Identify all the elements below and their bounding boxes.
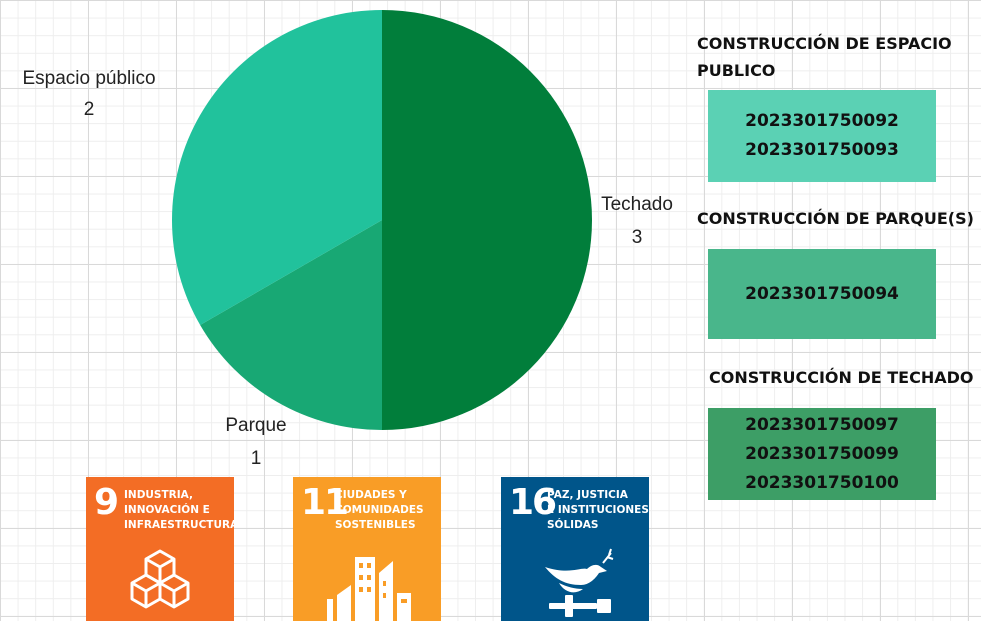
sdg-number: 11 xyxy=(301,482,349,523)
pie-slice-parque xyxy=(200,220,382,430)
sdg-number: 16 xyxy=(509,482,557,523)
project-code: 2023301750099 xyxy=(745,443,899,464)
sdg-number: 9 xyxy=(94,482,119,523)
project-code: 2023301750094 xyxy=(745,283,899,304)
sdg-tile-11: 11 CIUDADES Y COMUNIDADES SOSTENIBLES xyxy=(293,477,441,621)
sdg-tile-16: 16 PAZ, JUSTICIA E INSTITUCIONES SÓLIDAS xyxy=(501,477,649,621)
project-code: 2023301750097 xyxy=(745,414,899,435)
sdg-title: INDUSTRIA, INNOVACIÓN E INFRAESTRUCTURA xyxy=(124,489,234,531)
group-title-espacio-publico: CONSTRUCCIÓN DE ESPACIO PUBLICO xyxy=(697,34,952,80)
pie-slice-espacio-p-blico xyxy=(172,10,382,325)
slice-label: Parque xyxy=(225,415,286,436)
group-title-parque: CONSTRUCCIÓN DE PARQUE(S) xyxy=(697,209,974,228)
project-code: 2023301750092 xyxy=(745,111,899,131)
project-code: 2023301750100 xyxy=(745,472,899,493)
pie-slice-techado xyxy=(382,10,592,430)
project-code: 2023301750093 xyxy=(745,140,899,160)
sdg-tile-9: 9 INDUSTRIA, INNOVACIÓN E INFRAESTRUCTURA xyxy=(86,477,234,621)
slice-label: Techado xyxy=(601,194,673,215)
slice-value: 2 xyxy=(84,99,95,120)
sdg-title: CIUDADES Y COMUNIDADES SOSTENIBLES xyxy=(335,489,424,531)
slice-value: 1 xyxy=(251,448,262,469)
slice-label: Espacio público xyxy=(22,68,155,89)
cubes-icon xyxy=(130,549,190,609)
sdg-title: PAZ, JUSTICIA E INSTITUCIONES SÓLIDAS xyxy=(547,489,649,531)
pie-chart: Techado 3 Parque 1 Espacio público 2 xyxy=(22,10,673,469)
city-buildings-icon xyxy=(327,557,411,621)
code-box-espacio-publico: 2023301750092 2023301750093 xyxy=(708,90,936,182)
slice-value: 3 xyxy=(632,227,643,248)
group-title-techado: CONSTRUCCIÓN DE TECHADO xyxy=(709,368,974,387)
code-box-parque: 2023301750094 xyxy=(708,249,936,339)
code-box-techado: 2023301750097 2023301750099 202330175010… xyxy=(708,408,936,500)
dove-gavel-icon xyxy=(545,548,614,617)
